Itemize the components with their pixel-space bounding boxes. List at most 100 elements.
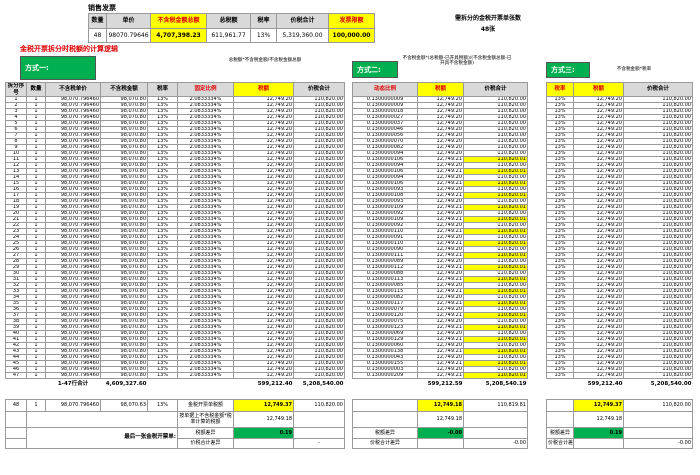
cell[interactable] bbox=[623, 411, 693, 428]
method2-last-invoice-block[interactable]: 12,749.18 110,819.81 12,749.18 税额差异 -0.00 价税合… bbox=[352, 399, 528, 449]
top-value-5[interactable]: 5,319,360.00 bbox=[276, 28, 329, 43]
diff-total-label[interactable]: 价税合计差异 bbox=[546, 438, 574, 449]
cell[interactable] bbox=[178, 379, 234, 391]
m2-header-tax[interactable]: 税额 bbox=[417, 82, 464, 97]
calc-tax-value[interactable]: 12,749.18 bbox=[573, 411, 624, 428]
m1-header-4[interactable]: 税率 bbox=[147, 82, 178, 97]
top-value-3[interactable]: 611,961.77 bbox=[206, 28, 251, 43]
top-header-5[interactable]: 价税合计 bbox=[276, 13, 329, 29]
cell[interactable] bbox=[148, 379, 178, 391]
totals-label[interactable]: 1-47行合计 bbox=[57, 381, 89, 387]
unit-price[interactable]: 98,070.796460 bbox=[45, 399, 101, 412]
last-tax-value[interactable]: 12,749.37 bbox=[233, 399, 294, 412]
diff-tax-label[interactable]: 税额差异 bbox=[546, 427, 574, 439]
cell[interactable] bbox=[26, 411, 178, 428]
last-invoice-label[interactable]: 最后一张金税开票单: bbox=[26, 427, 178, 449]
method3-last-invoice-block[interactable]: 12,749.37 110,820.00 12,749.18 税额差异 0.19 价税合计… bbox=[546, 399, 693, 449]
diff-tax-label[interactable]: 税额差异 bbox=[177, 427, 234, 439]
cell[interactable] bbox=[6, 379, 27, 391]
cell[interactable] bbox=[5, 411, 27, 428]
method3-split-table[interactable]: 税率 税额 价税合计 13% 12,749.20 110,820.00 13% 12,749.… bbox=[546, 82, 693, 391]
top-value-4[interactable]: 13% bbox=[250, 28, 277, 43]
totals-tax[interactable]: 599,212.40 bbox=[587, 381, 623, 387]
calc-logic-title[interactable]: 金税开票拆分时税额的计算逻辑 bbox=[20, 45, 118, 53]
last-tax-label[interactable]: 金税开票单税额 bbox=[177, 399, 234, 412]
cell[interactable] bbox=[546, 411, 574, 428]
qty[interactable]: 1 bbox=[26, 399, 46, 412]
cell[interactable] bbox=[233, 438, 294, 449]
m1-header-3[interactable]: 不含税金额 bbox=[100, 82, 148, 97]
m3-header-rate[interactable]: 税率 bbox=[546, 82, 574, 97]
top-header-1[interactable]: 单价 bbox=[106, 13, 151, 29]
calc-tax-value[interactable]: 12,749.18 bbox=[233, 411, 294, 428]
top-value-1[interactable]: 98070.79646 bbox=[106, 28, 151, 43]
seq[interactable]: 48 bbox=[5, 399, 27, 412]
last-tax-value[interactable]: 12,749.18 bbox=[417, 399, 464, 412]
total[interactable]: 110,820.00 bbox=[293, 372, 345, 379]
last-tax-value[interactable]: 12,749.37 bbox=[573, 399, 624, 412]
split-count-note[interactable]: 需拆分的金税开票单张数 48张 bbox=[418, 14, 558, 36]
amount[interactable]: 98,070.63 bbox=[100, 399, 148, 412]
cell[interactable] bbox=[27, 379, 46, 391]
method3-label[interactable]: 方式三: bbox=[546, 62, 590, 78]
diff-tax-value[interactable]: 0.19 bbox=[233, 427, 294, 439]
m3-header-tax[interactable]: 税额 bbox=[573, 82, 624, 97]
calc-tax-label[interactable]: 按单据上不含税金额*税率计算的税额 bbox=[177, 411, 234, 428]
totals-amount[interactable]: 4,609,327.60 bbox=[105, 381, 147, 387]
method1-label[interactable]: 方式一: bbox=[20, 56, 96, 80]
cell[interactable] bbox=[5, 427, 27, 439]
calc-tax-value[interactable]: 12,749.18 bbox=[417, 411, 464, 428]
sheet-title[interactable]: 销售发票 bbox=[88, 4, 116, 12]
m1-header-0[interactable]: 拆分序号 bbox=[5, 82, 27, 97]
totals-tax[interactable]: 599,212.40 bbox=[257, 381, 293, 387]
cell[interactable] bbox=[463, 427, 528, 439]
cell[interactable] bbox=[573, 438, 624, 449]
top-value-0[interactable]: 48 bbox=[88, 28, 107, 43]
m1-header-6[interactable]: 税额 bbox=[233, 82, 294, 97]
m1-header-1[interactable]: 数量 bbox=[26, 82, 46, 97]
cell[interactable] bbox=[463, 411, 528, 428]
top-header-0[interactable]: 数量 bbox=[88, 13, 107, 29]
last-total[interactable]: 110,819.81 bbox=[463, 399, 528, 412]
totals-total[interactable]: 5,208,540.19 bbox=[485, 381, 527, 387]
cell[interactable] bbox=[5, 438, 27, 449]
cell[interactable] bbox=[417, 438, 464, 449]
m2-header-total[interactable]: 价税合计 bbox=[463, 82, 528, 97]
last-total[interactable]: 110,820.00 bbox=[623, 399, 693, 412]
diff-tax-value[interactable]: 0.19 bbox=[573, 427, 624, 439]
totals-total[interactable]: 5,208,540.00 bbox=[302, 381, 344, 387]
top-header-2[interactable]: 不含税金额总额 bbox=[150, 13, 207, 29]
cell[interactable] bbox=[353, 379, 418, 391]
m1-header-5[interactable]: 固定比例 bbox=[177, 82, 234, 97]
top-value-6[interactable]: 100,000.00 bbox=[328, 28, 375, 43]
totals-total[interactable]: 5,208,540.00 bbox=[650, 381, 692, 387]
last-total[interactable]: 110,820.00 bbox=[293, 399, 345, 412]
m2-header-ratio[interactable]: 动态比例 bbox=[352, 82, 418, 97]
cell[interactable] bbox=[352, 399, 418, 412]
totals-tax[interactable]: 599,212.59 bbox=[427, 381, 463, 387]
diff-tax-label[interactable]: 税额差异 bbox=[352, 427, 418, 439]
method1-last-invoice-block[interactable]: 48 1 98,070.796460 98,070.63 13% 金税开票单税额 12,74… bbox=[5, 399, 345, 449]
total[interactable]: 110,820.01 bbox=[463, 372, 528, 379]
top-header-4[interactable]: 税率 bbox=[250, 13, 277, 29]
cell[interactable] bbox=[546, 399, 574, 412]
top-value-2[interactable]: 4,707,398.23 bbox=[150, 28, 207, 43]
cell[interactable] bbox=[293, 411, 345, 428]
diff-total-value[interactable]: -0.00 bbox=[623, 438, 693, 449]
cell[interactable] bbox=[293, 427, 345, 439]
top-header-3[interactable]: 总税额 bbox=[206, 13, 251, 29]
cell[interactable] bbox=[352, 411, 418, 428]
diff-total-label[interactable]: 价税合计差异 bbox=[352, 438, 418, 449]
m1-header-2[interactable]: 不含税单价 bbox=[45, 82, 101, 97]
diff-total-value[interactable]: - bbox=[293, 438, 345, 449]
method2-split-table[interactable]: 动态比例 税额 价税合计 0.1300000009 12,749.20 110,820.0… bbox=[352, 82, 528, 391]
diff-total-label[interactable]: 价税合计差异 bbox=[177, 438, 234, 449]
method2-label[interactable]: 方式二: bbox=[352, 61, 398, 78]
method1-split-table[interactable]: 拆分序号 数量 不含税单价 不含税金额 税率 固定比例 税额 价税合计 1 1 98,070.796… bbox=[5, 82, 345, 391]
top-header-6[interactable]: 发票限额 bbox=[328, 13, 375, 29]
diff-tax-value[interactable]: -0.00 bbox=[417, 427, 464, 439]
invoice-summary-table[interactable]: 数量 单价 不含税金额总额 总税额 税率 价税合计 发票限额 48 98070.79646 4,7… bbox=[88, 13, 375, 43]
m3-header-total[interactable]: 价税合计 bbox=[623, 82, 693, 97]
tax-rate[interactable]: 13% bbox=[147, 399, 178, 412]
m1-header-7[interactable]: 价税合计 bbox=[293, 82, 345, 97]
